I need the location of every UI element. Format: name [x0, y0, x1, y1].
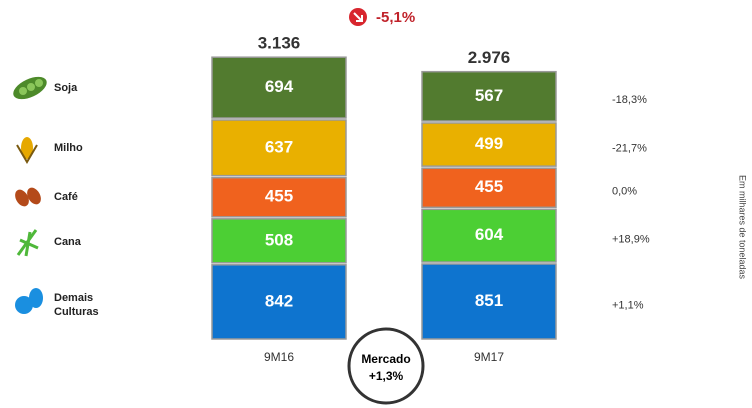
legend-icons — [13, 76, 47, 314]
segment-label: 508 — [265, 230, 293, 249]
segment-label: 604 — [475, 225, 504, 244]
unit-note: Em milhares de toneladas — [738, 175, 748, 280]
market-label: Mercado — [361, 352, 410, 366]
legend-label: Milho — [54, 142, 83, 154]
segment-label: 694 — [265, 77, 294, 96]
bar-segment — [421, 263, 557, 340]
bar-segment — [211, 176, 347, 218]
segment-label: 567 — [475, 86, 503, 105]
bar-segment — [211, 218, 347, 264]
change-label: 0,0% — [612, 186, 637, 198]
change-label: +1,1% — [612, 299, 644, 311]
bar-segment — [421, 122, 557, 167]
total-label: 2.976 — [468, 48, 511, 67]
market-circle — [347, 327, 425, 405]
bar-segment — [211, 56, 347, 119]
bar-segment — [421, 70, 557, 122]
bar-segment — [421, 167, 557, 209]
change-label: -21,7% — [612, 142, 647, 154]
market-change: +1,3% — [369, 369, 404, 383]
down-arrow — [353, 12, 363, 22]
legend-label: Cana — [54, 236, 81, 248]
bar-segment — [211, 119, 347, 177]
segment-label: 637 — [265, 137, 293, 156]
segment-label: 455 — [475, 177, 503, 196]
segment-label: 851 — [475, 291, 503, 310]
total-label: 3.136 — [258, 34, 301, 53]
legend-label: Café — [54, 191, 78, 203]
legend-label: Demais Culturas — [54, 292, 99, 318]
x-tick-label: 9M17 — [474, 350, 504, 364]
legend-label: Soja — [54, 82, 78, 94]
segment-label: 455 — [265, 187, 293, 206]
total-change: -5,1% — [376, 9, 415, 26]
x-tick-label: 9M16 — [264, 350, 294, 364]
bar-segment — [211, 264, 347, 340]
change-label: +18,9% — [612, 234, 650, 246]
bar-segment — [421, 208, 557, 263]
segment-label: 499 — [475, 134, 503, 153]
change-label: -18,3% — [612, 94, 647, 106]
segment-label: 842 — [265, 291, 293, 310]
